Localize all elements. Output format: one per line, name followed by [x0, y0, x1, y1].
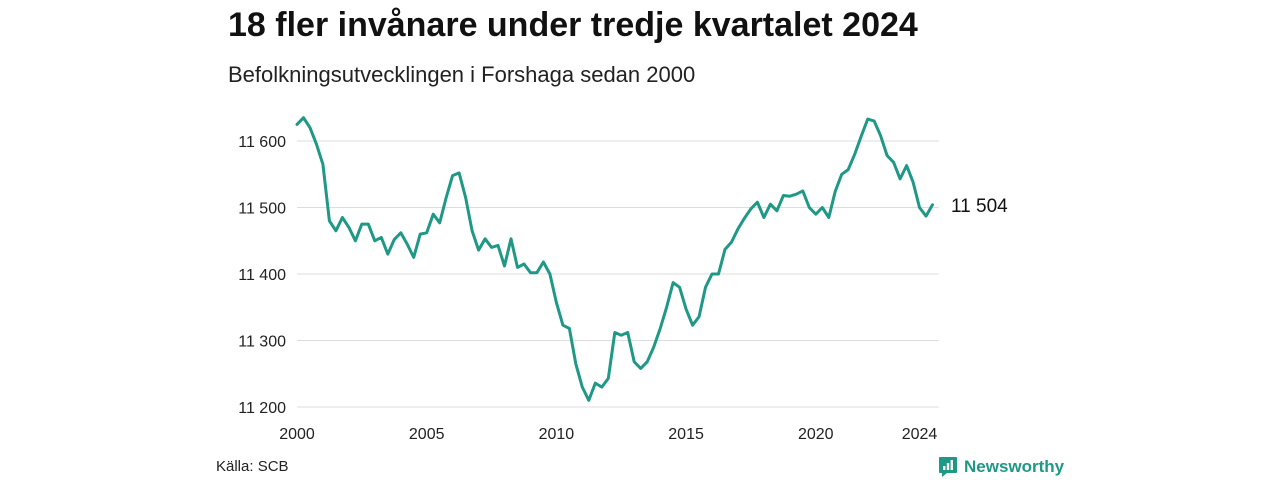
grid-layer: [297, 140, 939, 408]
x-tick-label: 2020: [798, 426, 834, 443]
brand-name: Newsworthy: [964, 457, 1065, 476]
x-tick-label: 2010: [539, 426, 575, 443]
brand-logo[interactable]: Newsworthy: [938, 456, 1064, 478]
x-tick-label: 2005: [409, 426, 445, 443]
source-note: Källa: SCB: [216, 458, 289, 475]
y-tick-labels: 11 200 11 300 11 400 11 500 11 600: [238, 134, 286, 417]
y-tick-label: 11 400: [238, 267, 286, 284]
series-layer: [295, 116, 934, 402]
y-tick-label: 11 300: [238, 334, 286, 351]
end-label-layer: 11 504: [951, 196, 1008, 217]
y-tick-label: 11 600: [238, 134, 286, 151]
x-tick-label: 2015: [668, 426, 704, 443]
x-tick-label: 2024: [902, 426, 938, 443]
chart-title: 18 fler invånare under tredje kvartalet …: [228, 6, 918, 44]
y-tick-label: 11 500: [238, 201, 286, 218]
x-tick-labels: 2000 2005 2010 2015 2020 2024: [279, 426, 937, 443]
x-tick-label: 2000: [279, 426, 315, 443]
newsworthy-logo-icon: [939, 457, 957, 477]
y-tick-label: 11 200: [238, 400, 286, 417]
series-line: [295, 116, 934, 402]
chart-subtitle: Befolkningsutvecklingen i Forshaga sedan…: [228, 62, 696, 87]
end-value-label: 11 504: [951, 196, 1008, 217]
